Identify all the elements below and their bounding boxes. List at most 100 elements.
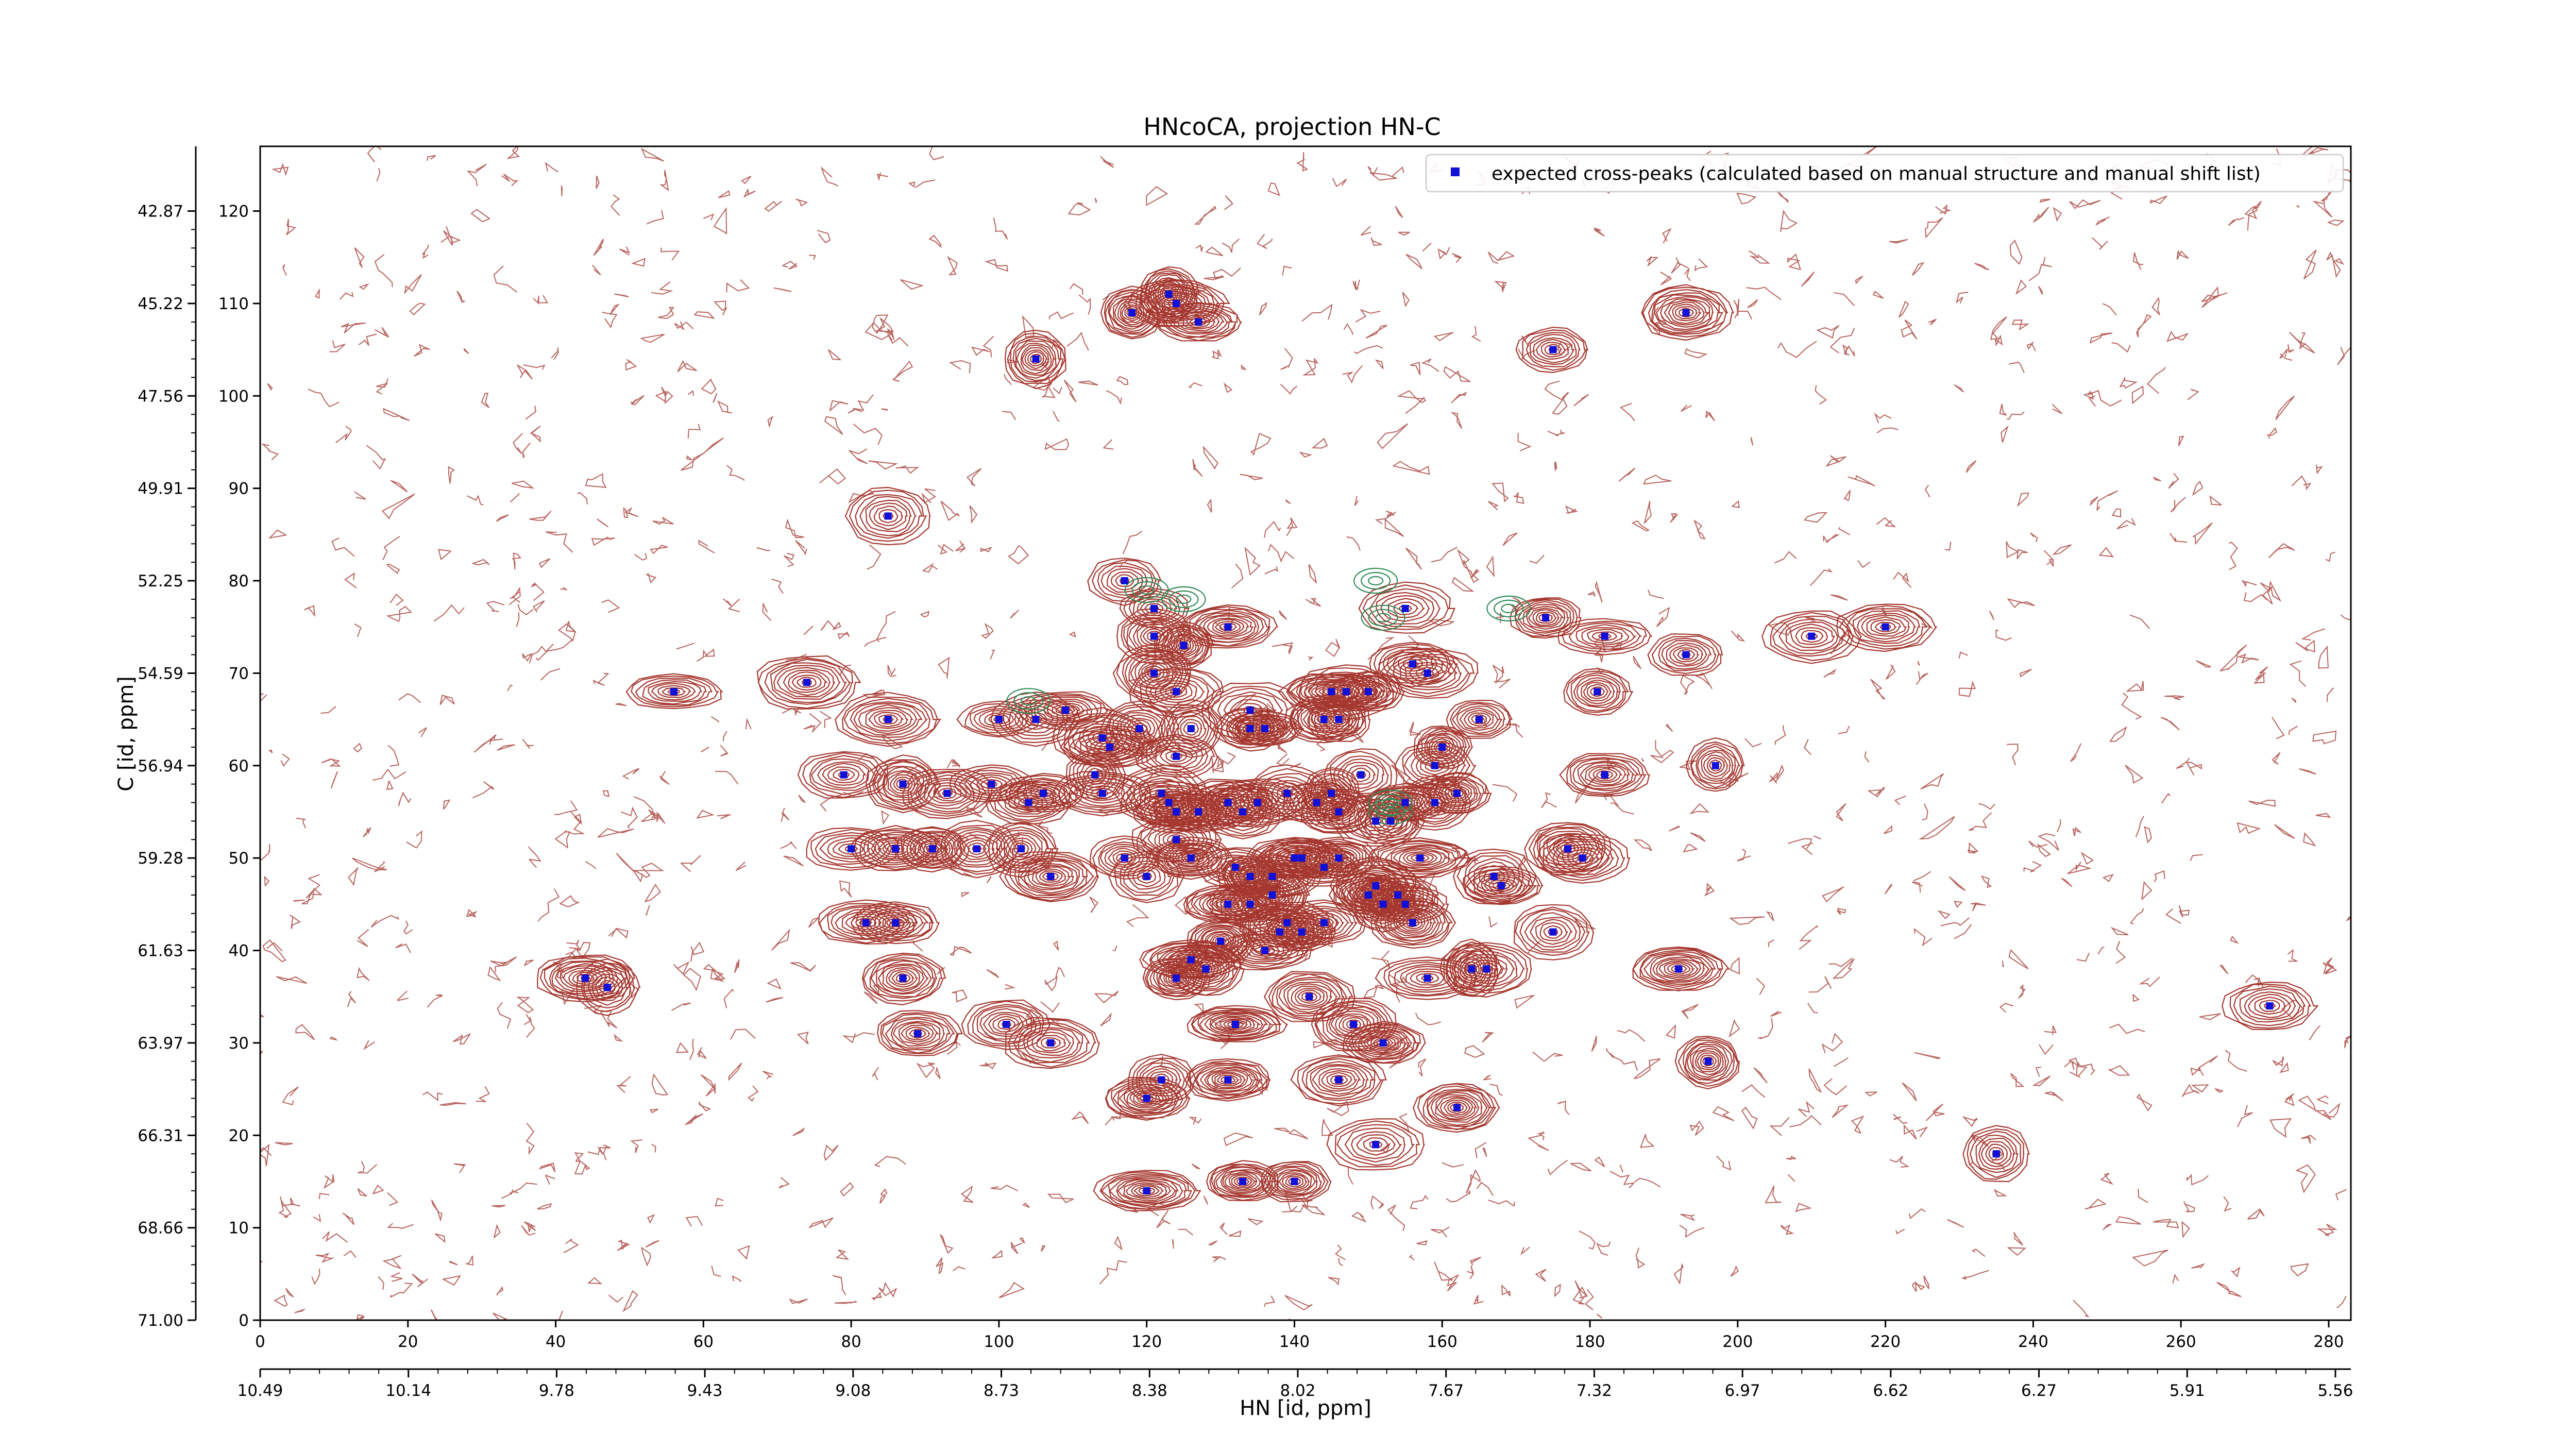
cross-peak-marker bbox=[1091, 771, 1099, 779]
cross-peak-marker bbox=[1047, 1039, 1055, 1047]
x-tick-label: 20 bbox=[398, 1333, 418, 1351]
cross-peak-marker bbox=[1335, 808, 1343, 816]
cross-peak-marker bbox=[1298, 854, 1306, 862]
y-ppm-tick-label: 61.63 bbox=[138, 942, 183, 961]
cross-peak-marker bbox=[1136, 725, 1143, 732]
cross-peak-marker bbox=[1468, 965, 1476, 973]
cross-peak-marker bbox=[1173, 752, 1180, 760]
cross-peak-marker bbox=[1342, 688, 1350, 696]
cross-peak-marker bbox=[2266, 1002, 2274, 1010]
x-tick-label: 180 bbox=[1574, 1333, 1605, 1351]
y-tick-label: 110 bbox=[218, 295, 249, 313]
cross-peak-marker bbox=[1601, 632, 1608, 640]
x-tick-label: 240 bbox=[2018, 1333, 2048, 1351]
cross-peak-marker bbox=[1276, 928, 1283, 936]
legend-box bbox=[1425, 154, 2344, 193]
x-ppm-tick-label: 7.67 bbox=[1428, 1381, 1464, 1400]
cross-peak-marker bbox=[1498, 882, 1505, 889]
cross-peak-marker bbox=[1992, 1150, 2000, 1158]
cross-peak-marker bbox=[1808, 632, 1816, 640]
x-ppm-tick-label: 9.78 bbox=[539, 1381, 574, 1400]
cross-peak-marker bbox=[1579, 854, 1586, 862]
cross-peak-marker bbox=[1246, 900, 1254, 908]
y-axis: 0 10 20 30 40 50 60 70 80 90 100 110 120 bbox=[218, 203, 260, 1330]
cross-peak-marker bbox=[1187, 854, 1195, 862]
cross-peak-marker bbox=[899, 780, 907, 788]
cross-peak-marker bbox=[1231, 864, 1239, 871]
y-tick-label: 80 bbox=[229, 572, 249, 591]
cross-peak-marker bbox=[1003, 1021, 1010, 1028]
cross-peak-marker bbox=[884, 512, 892, 520]
cross-peak-marker bbox=[1098, 789, 1106, 797]
cross-peak-marker bbox=[1187, 725, 1195, 732]
y-ppm-tick-label: 54.59 bbox=[138, 664, 183, 683]
y-ppm-tick-label: 45.22 bbox=[138, 295, 183, 313]
x-ppm-tick-label: 5.56 bbox=[2317, 1381, 2353, 1400]
cross-peak-marker bbox=[1431, 799, 1438, 806]
x-ppm-tick-label: 7.32 bbox=[1577, 1381, 1612, 1400]
cross-peak-marker bbox=[1165, 291, 1173, 298]
cross-peak-marker bbox=[840, 771, 848, 779]
cross-peak-marker bbox=[1453, 789, 1461, 797]
expected-cross-peaks bbox=[581, 291, 2274, 1194]
y-ppm-tick-label: 59.28 bbox=[138, 849, 183, 868]
cross-peak-marker bbox=[973, 845, 980, 853]
cross-peak-marker bbox=[1601, 771, 1608, 779]
cross-peak-marker bbox=[1483, 965, 1490, 973]
x-tick-label: 40 bbox=[546, 1333, 566, 1351]
cross-peak-marker bbox=[1173, 974, 1180, 982]
cross-peak-marker bbox=[581, 974, 589, 982]
cross-peak-marker bbox=[1040, 789, 1047, 797]
cross-peak-marker bbox=[1246, 725, 1254, 732]
x-ppm-tick-label: 10.49 bbox=[238, 1381, 283, 1400]
cross-peak-marker bbox=[1416, 854, 1424, 862]
cross-peak-marker bbox=[1224, 799, 1232, 806]
cross-peak-marker bbox=[1320, 919, 1328, 926]
cross-peak-marker bbox=[862, 919, 870, 926]
cross-peak-marker bbox=[1143, 873, 1150, 880]
y-ppm-tick-label: 71.00 bbox=[138, 1311, 183, 1330]
cross-peak-marker bbox=[1313, 799, 1320, 806]
cross-peak-marker bbox=[988, 780, 995, 788]
cross-peak-marker bbox=[1298, 928, 1306, 936]
cross-peak-marker bbox=[1549, 928, 1557, 936]
cross-peak-marker bbox=[848, 845, 855, 853]
cross-peak-marker bbox=[1202, 965, 1210, 973]
y-tick-label: 20 bbox=[229, 1126, 249, 1145]
cross-peak-marker bbox=[1328, 789, 1335, 797]
x-ppm-axis: 10.49 10.14 9.78 9.43 9.08 8.73 8.38 8.02 7.67 7.… bbox=[238, 1368, 2353, 1400]
cross-peak-marker bbox=[1283, 919, 1291, 926]
cross-peak-marker bbox=[1675, 965, 1683, 973]
x-tick-label: 80 bbox=[841, 1333, 861, 1351]
cross-peak-marker bbox=[1173, 688, 1180, 696]
cross-peak-marker bbox=[1032, 716, 1040, 723]
cross-peak-marker bbox=[1268, 873, 1276, 880]
y-tick-label: 10 bbox=[229, 1219, 249, 1238]
cross-peak-marker bbox=[1328, 688, 1335, 696]
cross-peak-marker bbox=[995, 716, 1003, 723]
y-ppm-tick-label: 66.31 bbox=[138, 1126, 183, 1145]
cross-peak-marker bbox=[1158, 1076, 1165, 1084]
y-ppm-tick-label: 47.56 bbox=[138, 387, 183, 406]
x-tick-label: 140 bbox=[1279, 1333, 1310, 1351]
cross-peak-marker bbox=[1224, 1076, 1232, 1084]
chart-title: HNcoCA, projection HN-C bbox=[1143, 113, 1440, 141]
cross-peak-marker bbox=[1253, 799, 1261, 806]
cross-peak-marker bbox=[1364, 891, 1372, 899]
cross-peak-marker bbox=[1704, 1057, 1712, 1065]
legend: expected cross-peaks (calculated based o… bbox=[1425, 154, 2344, 193]
cross-peak-marker bbox=[1173, 836, 1180, 844]
y-tick-label: 100 bbox=[218, 387, 249, 406]
cross-peak-marker bbox=[1335, 854, 1343, 862]
cross-peak-marker bbox=[892, 919, 900, 926]
peak-contours bbox=[537, 266, 2319, 1211]
x-tick-label: 60 bbox=[693, 1333, 714, 1351]
legend-marker bbox=[1451, 167, 1460, 176]
cross-peak-marker bbox=[928, 845, 936, 853]
y-tick-label: 30 bbox=[229, 1034, 249, 1053]
cross-peak-marker bbox=[1364, 688, 1372, 696]
cross-peak-marker bbox=[803, 679, 811, 686]
x-ppm-tick-label: 8.02 bbox=[1280, 1381, 1315, 1400]
cross-peak-marker bbox=[1453, 1104, 1461, 1111]
cross-peak-marker bbox=[1106, 743, 1113, 751]
